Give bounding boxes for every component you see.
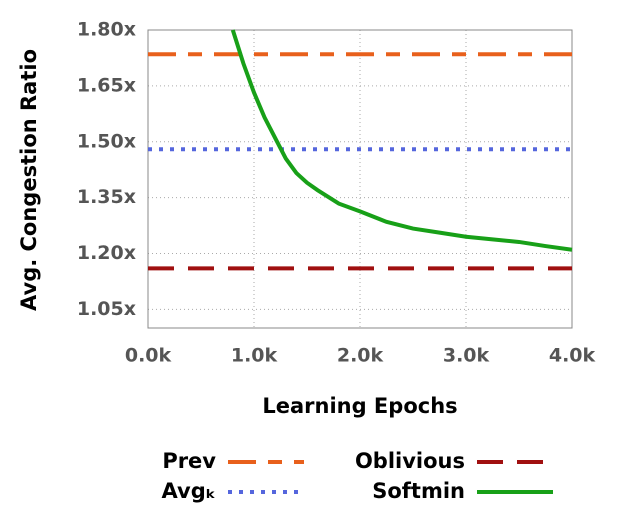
y-tick-label: 1.05x	[77, 298, 136, 320]
legend-label: Oblivious	[355, 449, 465, 473]
y-axis-title: Avg. Congestion Ratio	[17, 49, 41, 311]
x-tick-label: 1.0k	[231, 345, 278, 367]
y-tick-label: 1.50x	[77, 130, 136, 152]
x-tick-label: 4.0k	[549, 345, 596, 367]
x-tick-label: 3.0k	[443, 345, 490, 367]
legend-label: Prev	[162, 449, 216, 473]
plot-frame	[147, 29, 573, 329]
x-tick-label: 2.0k	[337, 345, 384, 367]
x-tick-label: 0.0k	[125, 345, 172, 367]
y-tick-label: 1.35x	[77, 186, 136, 208]
x-axis-title: Learning Epochs	[262, 394, 457, 418]
y-tick-label: 1.80x	[77, 19, 136, 41]
y-tick-label: 1.20x	[77, 242, 136, 264]
series-line	[230, 29, 573, 252]
legend-label: Avgₖ	[162, 479, 216, 503]
legend-label: Softmin	[372, 479, 465, 503]
y-tick-label: 1.65x	[77, 74, 136, 96]
